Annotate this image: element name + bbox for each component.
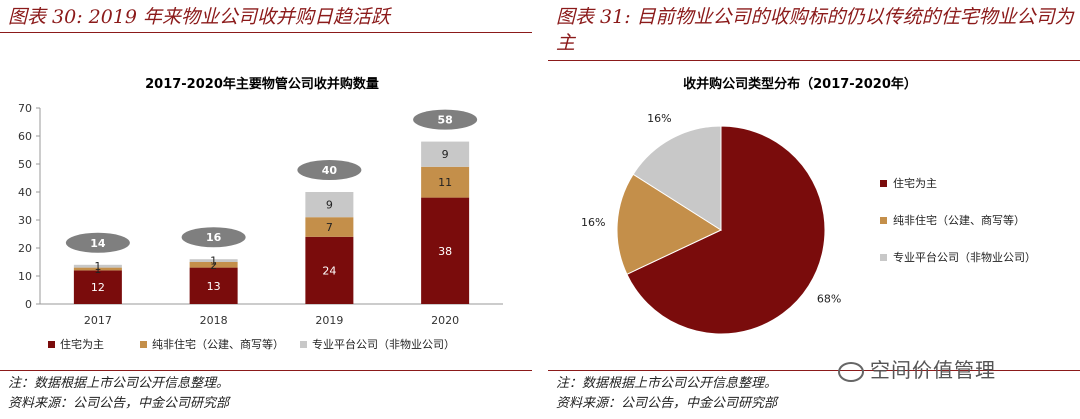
notes-rule — [0, 370, 532, 371]
pie-slice — [616, 173, 723, 275]
right-source: 资料来源：公司公告，中金公司研究部 — [556, 396, 778, 411]
title-rule — [0, 32, 532, 33]
y-tick-label: 70 — [18, 102, 32, 115]
left-source: 资料来源：公司公告，中金公司研究部 — [8, 396, 230, 411]
pie-chart: 收并购公司类型分布（2017-2020年） 68% 16% 16% 住宅为主纯非住宅… — [581, 76, 1036, 335]
y-tick-label: 50 — [18, 158, 32, 171]
bar-segment — [305, 217, 354, 237]
watermark-text: 空间价值管理 — [870, 358, 996, 382]
bar-segment — [305, 236, 354, 304]
total-label: 40 — [322, 164, 338, 177]
x-tick-label: 2018 — [200, 314, 228, 327]
y-tick-label: 0 — [25, 298, 32, 311]
total-bubble — [413, 109, 478, 130]
legend-swatch — [48, 341, 55, 348]
bar-data-label: 9 — [442, 148, 449, 161]
bar-segment — [73, 267, 122, 271]
pie-value-label: 68% — [817, 293, 841, 306]
y-tick-label: 60 — [18, 130, 32, 143]
legend-swatch — [880, 217, 887, 224]
bar-segment — [73, 270, 122, 304]
pie-value-label: 16% — [647, 112, 671, 125]
total-bubble — [297, 160, 362, 180]
x-tick-label: 2019 — [315, 314, 343, 327]
bar-data-label: 12 — [91, 281, 105, 294]
bar-data-label: 2 — [210, 259, 217, 272]
bar-axes: 0 10 20 30 40 50 60 70 2017 2018 2019 2020 — [18, 102, 503, 327]
wechat-icon — [838, 361, 864, 382]
x-tick-label: 2017 — [84, 314, 112, 327]
y-tick-label: 20 — [18, 242, 32, 255]
legend-label: 住宅为主 — [60, 337, 104, 351]
total-label: 14 — [90, 237, 106, 250]
y-tick-label: 30 — [18, 214, 32, 227]
bar-data-label: 11 — [438, 176, 452, 189]
pie-chart-title: 收并购公司类型分布（2017-2020年） — [683, 76, 917, 92]
total-label: 58 — [437, 114, 452, 127]
total-bubble — [65, 232, 130, 253]
bar-data-label: 13 — [207, 280, 221, 293]
pie-value-label: 16% — [581, 216, 605, 229]
pie-slice — [626, 125, 826, 335]
bar-data-label: 1 — [210, 255, 217, 268]
bar-segment — [189, 259, 238, 262]
bar-chart-title: 2017-2020年主要物管公司收并购数量 — [145, 76, 379, 92]
legend-label: 专业平台公司（非物业公司） — [312, 337, 455, 351]
right-note: 注：数据根据上市公司公开信息整理。 — [556, 376, 778, 391]
bar-data-label: 1 — [94, 260, 101, 273]
bar-segment — [305, 192, 354, 218]
total-label: 16 — [206, 231, 222, 244]
bar-data-label: 1 — [94, 263, 101, 276]
figure-31-title: 图表 31: 目前物业公司的收购标的仍以传统的住宅物业公司为主 — [556, 6, 1074, 54]
watermark: 空间价值管理 — [838, 354, 996, 383]
bar-segment — [421, 141, 470, 167]
left-panel: 图表 30: 2019 年来物业公司收并购日趋活跃 2017-2020年主要物管… — [0, 0, 532, 419]
pie-slice — [632, 125, 722, 231]
bar-segment — [189, 267, 238, 304]
legend-swatch — [880, 180, 887, 187]
legend-label: 纯非住宅（公建、商写等） — [152, 337, 284, 351]
bar-data-label: 24 — [322, 264, 336, 277]
bar-segment — [421, 197, 470, 304]
bar-segment — [189, 262, 238, 268]
right-panel: 图表 31: 目前物业公司的收购标的仍以传统的住宅物业公司为主 收并购公司类型分… — [548, 0, 1080, 419]
left-note: 注：数据根据上市公司公开信息整理。 — [8, 376, 230, 391]
legend-label: 专业平台公司（非物业公司） — [893, 250, 1036, 264]
notes-rule-right — [548, 370, 1080, 371]
legend-swatch — [140, 341, 147, 348]
stacked-bar-chart: 2017-2020年主要物管公司收并购数量 0 10 20 30 40 50 60 70 201… — [18, 76, 503, 351]
x-tick-label: 2020 — [431, 314, 459, 327]
bar-segment — [421, 166, 470, 198]
legend-swatch — [300, 341, 307, 348]
bar-data-label: 9 — [326, 199, 333, 212]
pie-slices — [616, 125, 826, 335]
bar-data-label: 7 — [326, 221, 333, 234]
y-tick-label: 40 — [18, 186, 32, 199]
total-bubble — [181, 227, 246, 248]
legend-label: 住宅为主 — [893, 176, 937, 190]
figure-30-title: 图表 30: 2019 年来物业公司收并购日趋活跃 — [8, 6, 391, 28]
legend-swatch — [880, 254, 887, 261]
bar-segment — [73, 264, 122, 268]
y-tick-label: 10 — [18, 270, 32, 283]
bar-data-label: 38 — [438, 245, 452, 258]
title-rule-right — [548, 60, 1080, 61]
bar-legend: 住宅为主 纯非住宅（公建、商写等） 专业平台公司（非物业公司） — [48, 337, 455, 351]
legend-label: 纯非住宅（公建、商写等） — [893, 213, 1025, 227]
pie-labels: 68% 16% 16% — [581, 112, 841, 306]
